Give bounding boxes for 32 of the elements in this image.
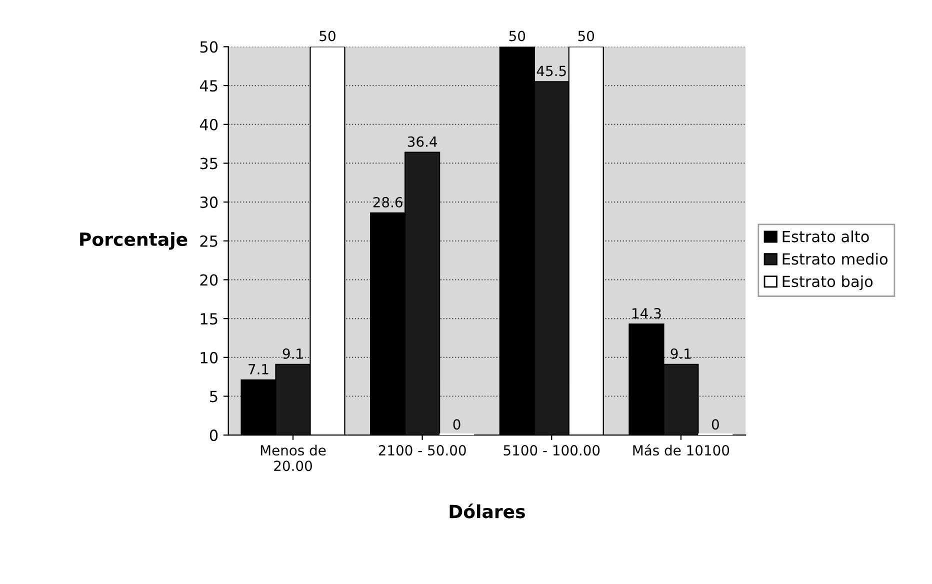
x-tick-label: Menos de 20.00 [260,444,326,472]
y-tick-label: 20 [200,274,218,286]
data-label: 28.6 [373,196,402,208]
y-tick-label: 15 [200,313,218,325]
data-label: 50 [320,30,336,42]
y-axis-title: Porcentaje [80,232,188,250]
x-tick-label: Más de 10100 [633,444,730,456]
y-tick-label: 30 [200,196,218,208]
y-tick-label: 10 [200,352,218,364]
legend-label: Estrato medio [782,252,888,265]
data-label: 50 [578,30,594,42]
x-tick-label: 2100 - 50.00 [378,445,466,456]
x-tick-label: 5100 - 100.00 [504,445,600,456]
data-label: 50 [509,30,526,42]
data-label: 0 [712,419,719,430]
y-tick-label: 25 [200,235,218,247]
data-label: 0 [453,419,460,430]
data-label: 45.5 [536,66,566,76]
y-tick-label: 0 [210,430,218,442]
y-tick-label: 5 [210,390,218,402]
x-axis-title: Dólares [450,504,525,518]
legend-label: Estrato bajo [782,275,873,290]
legend-label: Estrato alto [782,230,869,242]
y-tick-label: 50 [200,41,218,53]
data-label: 14.3 [632,308,661,319]
data-label: 36.4 [408,136,437,147]
y-tick-label: 35 [200,158,218,170]
data-label: 7.1 [248,364,268,374]
y-tick-label: 40 [200,118,218,130]
data-label: 9.1 [670,348,691,359]
y-tick-label: 45 [200,80,218,92]
data-label: 9.1 [282,348,303,359]
